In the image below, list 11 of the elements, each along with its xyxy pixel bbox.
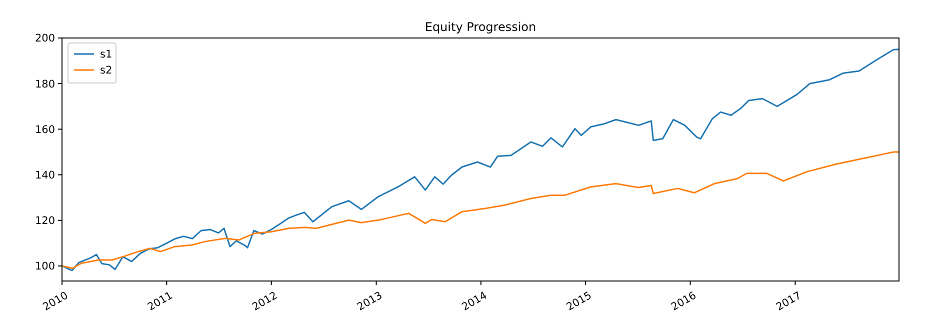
line-series xyxy=(62,151,899,269)
y-tick-label: 120 xyxy=(34,215,55,228)
y-tick-label: 180 xyxy=(34,78,55,90)
chart-title: Equity Progression xyxy=(424,20,536,34)
y-tick-label: 140 xyxy=(34,169,55,182)
y-tick-label: 200 xyxy=(34,32,55,45)
line-series xyxy=(62,48,899,272)
legend-label: s2 xyxy=(100,64,112,77)
legend-label: s1 xyxy=(100,48,112,61)
y-tick-label: 160 xyxy=(34,124,55,136)
y-tick-label: 100 xyxy=(34,260,55,273)
